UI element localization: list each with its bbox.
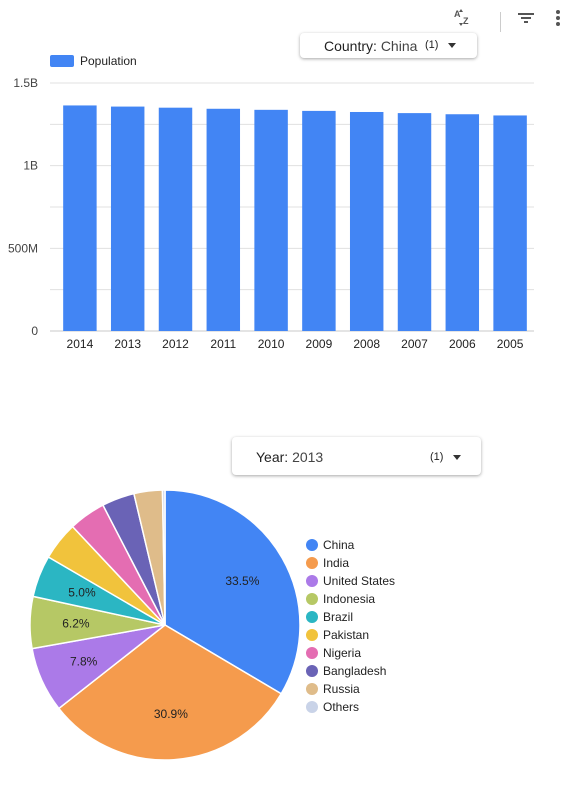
chevron-down-icon (453, 455, 461, 460)
legend-label: Brazil (323, 610, 354, 624)
legend-dot (306, 575, 318, 587)
legend-label: China (323, 538, 355, 552)
x-tick-label: 2014 (67, 337, 94, 351)
bar-2007[interactable] (397, 113, 432, 331)
legend-item-bangladesh[interactable]: Bangladesh (306, 662, 395, 680)
legend-dot (306, 701, 318, 713)
x-tick-label: 2010 (258, 337, 285, 351)
legend-label: Bangladesh (323, 664, 387, 678)
bar-2014[interactable] (63, 105, 97, 331)
legend-item-russia[interactable]: Russia (306, 680, 395, 698)
y-tick-label: 0 (31, 324, 38, 338)
filter-icon[interactable] (514, 6, 538, 30)
legend-label: Others (323, 700, 360, 714)
legend-item-others[interactable]: Others (306, 698, 395, 716)
bar-2011[interactable] (206, 108, 241, 331)
pie-slice-others[interactable] (161, 489, 166, 626)
legend-label: United States (323, 574, 396, 588)
legend-item-pakistan[interactable]: Pakistan (306, 626, 395, 644)
country-filter-text: Country: China (324, 38, 418, 54)
legend-item-india[interactable]: India (306, 554, 395, 572)
legend-item-united-states[interactable]: United States (306, 572, 395, 590)
legend-item-brazil[interactable]: Brazil (306, 608, 395, 626)
legend-label: Pakistan (323, 628, 370, 642)
legend-label-population[interactable]: Population (80, 54, 137, 68)
country-filter-chip[interactable]: Country: China (1) (300, 33, 477, 58)
legend-item-nigeria[interactable]: Nigeria (306, 644, 395, 662)
toolbar: A Z (452, 6, 582, 32)
legend-dot (306, 647, 318, 659)
year-filter-count: (1) (430, 451, 444, 463)
legend-label: Nigeria (323, 646, 362, 660)
toolbar-divider (500, 12, 501, 32)
bar-2010[interactable] (254, 109, 288, 332)
year-filter-chip[interactable]: Year: 2013 (1) (232, 437, 481, 475)
bar-2008[interactable] (349, 111, 384, 331)
year-filter-text: Year: 2013 (256, 449, 324, 465)
x-tick-label: 2012 (162, 337, 189, 351)
country-filter-count: (1) (425, 39, 439, 51)
y-tick-label: 1B (23, 159, 38, 173)
legend-label: Russia (323, 682, 360, 696)
legend-label: Indonesia (323, 592, 376, 606)
x-tick-label: 2013 (114, 337, 141, 351)
x-tick-label: 2005 (497, 337, 524, 351)
bar-2005[interactable] (493, 115, 527, 331)
x-tick-label: 2009 (306, 337, 333, 351)
legend-item-indonesia[interactable]: Indonesia (306, 590, 395, 608)
bar-2012[interactable] (158, 107, 193, 332)
legend-dot (306, 557, 318, 569)
sort-az-icon[interactable]: A Z (452, 6, 476, 30)
pie-legend: China India United States Indonesia Brazil Pa… (306, 536, 395, 716)
x-tick-label: 2008 (353, 337, 380, 351)
svg-text:Z: Z (463, 16, 469, 26)
legend-dot (306, 629, 318, 641)
bar-2009[interactable] (302, 110, 336, 331)
legend-dot (306, 593, 318, 605)
legend-dot (306, 683, 318, 695)
y-tick-label: 500M (8, 241, 38, 255)
chevron-down-icon (448, 43, 456, 48)
pie-slice-china[interactable] (164, 489, 301, 695)
x-tick-label: 2011 (210, 337, 236, 351)
population-bar-chart: Population 0 500M 1B 1.5B 2014 2013 2012 2011 2… (8, 54, 534, 351)
legend-item-china[interactable]: China (306, 536, 395, 554)
x-tick-label: 2007 (401, 337, 428, 351)
svg-text:A: A (454, 9, 461, 19)
x-tick-label: 2006 (449, 337, 476, 351)
legend-dot (306, 611, 318, 623)
bar-2013[interactable] (110, 106, 145, 332)
more-vert-icon[interactable] (546, 6, 570, 30)
bar-2006[interactable] (445, 114, 480, 331)
legend-dot (306, 665, 318, 677)
legend-label: India (323, 556, 350, 570)
legend-dot (306, 539, 318, 551)
pie-slice-india[interactable] (57, 624, 283, 761)
y-tick-label: 1.5B (13, 76, 38, 90)
legend-swatch-population (50, 55, 74, 67)
